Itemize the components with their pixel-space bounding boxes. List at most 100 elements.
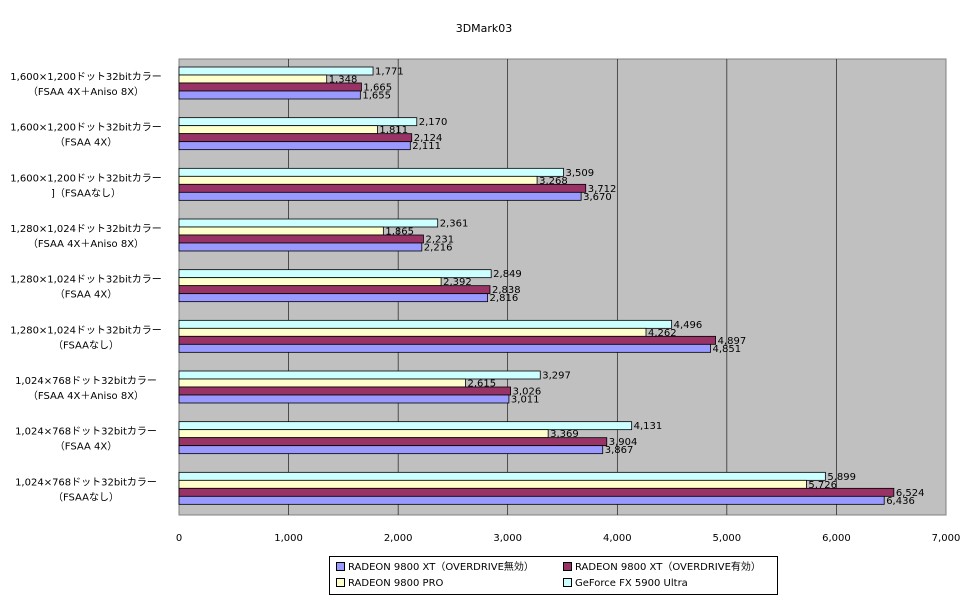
bar-value-label: 6,436 [886,496,915,507]
bar-value-label: 2,849 [493,269,522,280]
bar [178,479,807,489]
bar-value-label: 2,615 [468,379,497,390]
bar-value-label: 2,838 [492,285,521,296]
category-label: 1,280×1,024ドット32bitカラー [10,274,161,286]
category-label: 1,024×768ドット32bitカラー [15,426,157,438]
bar-value-label: 2,170 [419,117,448,128]
bar-value-label: 5,899 [827,472,856,483]
x-tick-label: 5,000 [713,533,742,544]
legend-label: RADEON 9800 PRO [348,578,444,589]
legend-label: GeForce FX 5900 Ultra [575,578,688,589]
bar [178,487,895,497]
bar-value-label: 5,726 [808,480,837,491]
category-label: 1,600×1,200ドット32bitカラー [10,122,161,134]
bar [178,183,587,193]
legend-swatch [336,561,345,571]
bar [178,277,442,287]
bar [178,133,413,143]
legend-label: RADEON 9800 XT（OVERDRIVE無効） [348,562,534,573]
category-labels: 1,600×1,200ドット32bitカラー （FSAA 4X＋Aniso 8X）… [10,71,161,503]
bar-value-label: 3,268 [539,176,568,187]
bar-value-label: 3,904 [609,437,638,448]
x-axis-ticks: 0 1,000 2,000 3,000 4,000 5,000 6,000 7,000 [176,533,961,544]
bars [178,66,895,505]
category-label: 1,024×768ドット32bitカラー [15,476,157,488]
bar-value-label: 3,297 [542,371,571,382]
category-label: （FSAAなし） [53,339,119,351]
bar-value-label: 4,131 [634,421,663,432]
bar-value-label: 1,348 [329,75,358,86]
bar-value-label: 2,231 [425,235,454,246]
bar [178,429,549,439]
bar-value-label: 1,665 [363,83,392,94]
x-tick-label: 7,000 [932,533,961,544]
bar [178,445,604,455]
bar-value-label: 3,369 [550,429,579,440]
bar [178,394,510,404]
legend-item: GeForce FX 5900 Ultra [563,577,688,591]
bar [178,343,711,353]
bar [178,175,538,185]
bar-value-label: 4,851 [713,344,742,355]
bar-value-label: 6,524 [896,488,925,499]
category-label: ]（FSAAなし） [51,187,121,199]
bar [178,90,361,100]
bar [178,327,647,337]
bar-value-label: 2,216 [424,243,453,254]
bar-value-label: 4,897 [718,336,747,347]
legend-label: RADEON 9800 XT（OVERDRIVE有効） [575,562,761,573]
x-tick-label: 0 [176,533,182,544]
legend-swatch [336,577,345,587]
bar-value-label: 2,816 [490,293,519,304]
x-tick-label: 6,000 [822,533,851,544]
legend-swatch [563,561,572,571]
category-label: 1,280×1,024ドット32bitカラー [10,223,161,235]
legend-item: RADEON 9800 XT（OVERDRIVE無効） [336,561,534,575]
bar-value-label: 1,771 [375,67,404,78]
bar-value-label: 4,496 [674,320,703,331]
bar [178,319,673,329]
chart-title: 3DMark03 [456,22,513,35]
category-label: （FSAAなし） [53,491,119,503]
bar-value-label: 1,811 [379,125,408,136]
category-label: （FSAA 4X＋Aniso 8X） [28,238,144,250]
category-label: （FSAA 4X＋Aniso 8X） [28,86,144,98]
legend-item: RADEON 9800 PRO [336,577,443,591]
bar [178,335,716,345]
bar [178,167,564,177]
x-tick-label: 1,000 [274,533,303,544]
bar [178,495,885,505]
legend-item: RADEON 9800 XT（OVERDRIVE有効） [563,561,761,575]
bar-value-label: 3,867 [605,445,634,456]
bar [178,471,826,481]
bar [178,293,488,303]
bar-value-label: 3,712 [588,184,617,195]
bar-value-label: 2,124 [414,133,443,144]
category-label: 1,280×1,024ドット32bitカラー [10,324,161,336]
bar [178,125,378,135]
bar [178,242,423,252]
bar [178,437,608,447]
bar [178,378,466,388]
legend-swatch [563,577,572,587]
bar-value-label: 1,655 [362,91,391,102]
bar-value-label: 3,670 [583,192,612,203]
bar-value-label: 2,111 [412,141,441,152]
category-label: 1,600×1,200ドット32bitカラー [10,172,161,184]
bar-value-label: 3,011 [511,395,540,406]
bar-value-label: 3,509 [565,168,594,179]
bar [178,74,328,84]
category-label: （FSAA 4X） [55,441,117,453]
category-label: （FSAA 4X＋Aniso 8X） [28,390,144,402]
x-tick-label: 3,000 [493,533,522,544]
bar [178,386,511,396]
bar-value-label: 2,392 [443,277,472,288]
bar-value-label: 3,026 [513,387,542,398]
bar-value-label: 1,865 [385,227,414,238]
bar-value-label: 4,262 [648,328,677,339]
category-label: （FSAA 4X） [55,137,117,149]
category-label: 1,024×768ドット32bitカラー [15,375,157,387]
bar [178,141,411,151]
